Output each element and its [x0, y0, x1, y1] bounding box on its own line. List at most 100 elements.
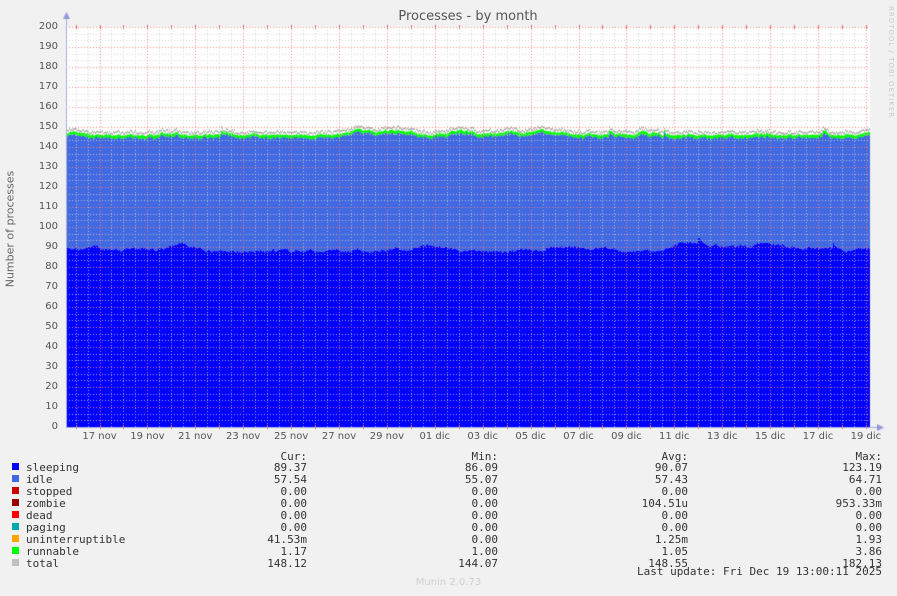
- legend-value-max: 0.00: [855, 485, 883, 498]
- x-tick-label: 21 nov: [178, 431, 213, 442]
- y-tick-label: 60: [45, 301, 58, 312]
- x-tick-label: 07 dic: [563, 431, 594, 442]
- legend-value-cur: 1.17: [280, 545, 308, 558]
- legend-value-max: 0.00: [855, 521, 883, 534]
- y-tick-label: 190: [38, 41, 58, 52]
- legend-row: sleeping 89.37 86.09 90.07 123.19: [0, 461, 897, 474]
- legend-label: zombie: [26, 497, 66, 510]
- legend-value-cur: 57.54: [273, 473, 307, 486]
- x-tick-label: 09 dic: [611, 431, 642, 442]
- legend-swatch: [12, 511, 19, 518]
- y-tick-label: 80: [45, 261, 58, 272]
- x-tick-label: 27 nov: [321, 431, 357, 442]
- legend-value-max: 1.93: [855, 533, 883, 546]
- legend: Cur: Min: Avg: Max: sleeping 89.37 86.09 90.07 1…: [0, 450, 897, 570]
- legend-value-max: 123.19: [842, 461, 882, 474]
- legend-value-max: 0.00: [855, 509, 883, 522]
- legend-swatch: [12, 523, 19, 530]
- legend-row: idle 57.54 55.07 57.43 64.71: [0, 473, 897, 486]
- legend-label: dead: [26, 509, 53, 522]
- x-tick-label: 19 nov: [130, 431, 165, 442]
- legend-row: uninterruptible 41.53m 0.00 1.25m 1.93: [0, 533, 897, 546]
- legend-swatch: [12, 475, 19, 482]
- y-tick-label: 150: [38, 121, 58, 132]
- x-tick-label: 05 dic: [515, 431, 546, 442]
- legend-row: zombie 0.00 0.00 104.51u 953.33m: [0, 497, 897, 510]
- y-tick-label: 40: [45, 341, 58, 352]
- y-tick-label: 100: [38, 221, 58, 232]
- x-tick-label: 17 nov: [82, 431, 117, 442]
- legend-value-avg: 1.25m: [654, 533, 688, 546]
- legend-value-min: 0.00: [471, 509, 499, 522]
- legend-column-header: Min:: [471, 450, 499, 463]
- y-tick-label: 120: [38, 181, 58, 192]
- y-tick-label: 130: [38, 161, 58, 172]
- legend-row: stopped 0.00 0.00 0.00 0.00: [0, 485, 897, 498]
- legend-value-min: 1.00: [471, 545, 499, 558]
- legend-value-min: 0.00: [471, 497, 499, 510]
- legend-value-min: 86.09: [464, 461, 498, 474]
- legend-label: uninterruptible: [26, 533, 126, 546]
- legend-column-header: Cur:: [280, 450, 308, 463]
- y-tick-label: 180: [38, 61, 58, 72]
- legend-value-avg: 1.05: [661, 545, 689, 558]
- y-tick-label: 20: [45, 381, 58, 392]
- legend-value-min: 0.00: [471, 521, 499, 534]
- x-tick-label: 23 nov: [226, 431, 261, 442]
- legend-value-min: 0.00: [471, 485, 499, 498]
- x-tick-label: 01 dic: [419, 431, 451, 442]
- legend-value-cur: 0.00: [280, 509, 308, 522]
- legend-swatch: [12, 535, 19, 542]
- legend-swatch: [12, 499, 19, 506]
- legend-value-avg: 90.07: [654, 461, 688, 474]
- munin-version: Munin 2.0.73: [415, 577, 482, 588]
- x-tick-label: 13 dic: [706, 431, 738, 442]
- plot-area: [0, 0, 897, 450]
- legend-column-header: Max:: [855, 450, 883, 463]
- legend-value-cur: 0.00: [280, 497, 308, 510]
- chart-title: Processes - by month: [398, 9, 538, 24]
- legend-value-max: 3.86: [855, 545, 883, 558]
- legend-label: stopped: [26, 485, 73, 498]
- legend-value-cur: 41.53m: [267, 533, 307, 546]
- x-tick-label: 19 dic: [850, 431, 882, 442]
- y-tick-label: 10: [45, 401, 58, 412]
- legend-value-max: 953.33m: [835, 497, 882, 510]
- x-tick-label: 29 nov: [369, 431, 405, 442]
- legend-row: total 148.12 144.07 148.55 182.13: [0, 557, 897, 570]
- x-tick-label: 11 dic: [659, 431, 690, 442]
- y-tick-label: 140: [38, 141, 58, 152]
- legend-value-max: 64.71: [848, 473, 882, 486]
- legend-label: total: [26, 557, 60, 570]
- x-tick-label: 15 dic: [754, 431, 786, 442]
- legend-value-cur: 0.00: [280, 485, 308, 498]
- x-tick-label: 17 dic: [802, 431, 834, 442]
- legend-label: idle: [26, 473, 53, 486]
- legend-value-min: 0.00: [471, 533, 499, 546]
- legend-label: sleeping: [26, 461, 79, 474]
- x-tick-label: 03 dic: [467, 431, 498, 442]
- legend-label: paging: [26, 521, 66, 534]
- x-tick-label: 25 nov: [273, 431, 309, 442]
- y-tick-label: 90: [45, 241, 58, 252]
- legend-value-min: 144.07: [458, 557, 498, 570]
- y-tick-label: 70: [45, 281, 58, 292]
- legend-value-min: 55.07: [464, 473, 498, 486]
- y-tick-label: 160: [38, 101, 58, 112]
- legend-value-avg: 57.43: [654, 473, 688, 486]
- rrdtool-watermark: RRDTOOL / TOBI OETIKER: [887, 6, 895, 119]
- legend-value-avg: 0.00: [661, 521, 689, 534]
- legend-value-cur: 148.12: [267, 557, 307, 570]
- legend-row: dead 0.00 0.00 0.00 0.00: [0, 509, 897, 522]
- legend-swatch: [12, 547, 19, 554]
- legend-swatch: [12, 559, 19, 566]
- legend-value-avg: 104.51u: [641, 497, 688, 510]
- legend-value-avg: 148.55: [648, 557, 688, 570]
- y-tick-label: 200: [38, 21, 58, 32]
- legend-column-header: Avg:: [661, 450, 689, 463]
- y-tick-label: 170: [38, 81, 58, 92]
- legend-row: runnable 1.17 1.00 1.05 3.86: [0, 545, 897, 558]
- legend-value-avg: 0.00: [661, 509, 689, 522]
- y-tick-label: 50: [45, 321, 58, 332]
